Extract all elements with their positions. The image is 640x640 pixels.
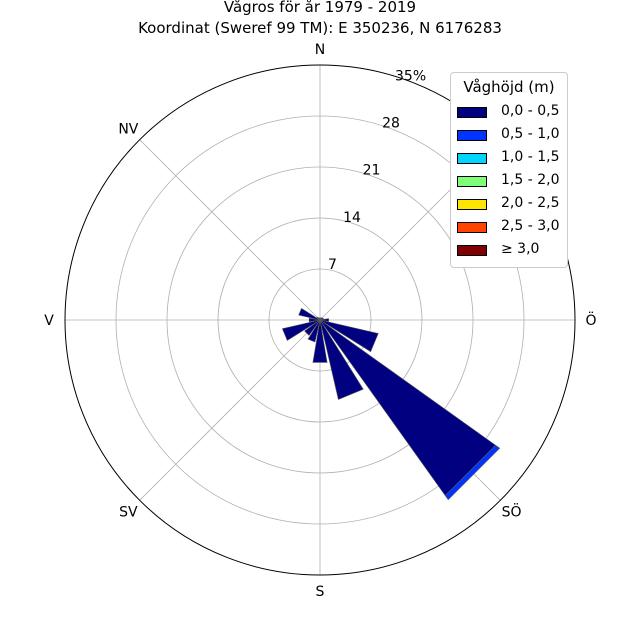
- radial-tick-labels: 7 14 21 28 35%: [328, 68, 426, 272]
- rose-bar: [298, 307, 321, 321]
- legend-label: 1,5 - 2,0: [501, 172, 560, 188]
- legend-title: Våghöjd (m): [463, 78, 555, 96]
- direction-label: V: [44, 313, 54, 329]
- direction-label: SÖ: [502, 503, 522, 521]
- radial-tick-label: 7: [328, 257, 337, 273]
- rose-bar: [444, 444, 501, 501]
- legend-label: 0,5 - 1,0: [501, 126, 560, 142]
- legend-label: 1,0 - 1,5: [501, 149, 560, 165]
- direction-label: Ö: [585, 311, 596, 329]
- grid-spoke: [139, 319, 321, 501]
- legend-swatch: [457, 130, 487, 141]
- chart-title: Vågros för år 1979 - 2019: [223, 0, 417, 16]
- legend: Våghöjd (m) 0,0 - 0,5 0,5 - 1,0 1,0 - 1,…: [450, 72, 568, 268]
- rose-bars: [281, 307, 501, 501]
- rose-bar: [312, 319, 328, 363]
- rose-bar: [319, 319, 497, 497]
- legend-label: 2,0 - 2,5: [501, 195, 560, 211]
- legend-label: 0,0 - 0,5: [501, 103, 560, 119]
- rose-bar: [281, 319, 321, 341]
- direction-label: S: [316, 584, 325, 600]
- legend-swatch: [457, 176, 487, 187]
- rose-bar: [319, 319, 364, 400]
- legend-swatch: [457, 199, 487, 210]
- legend-label: ≥ 3,0: [501, 241, 540, 257]
- legend-swatch: [457, 153, 487, 164]
- legend-swatch: [457, 107, 487, 118]
- legend-label: 2,5 - 3,0: [501, 218, 560, 234]
- rose-bar: [319, 319, 379, 353]
- rose-bar: [318, 317, 321, 321]
- radial-tick-label: 21: [363, 163, 381, 179]
- direction-label: NV: [118, 121, 138, 137]
- radial-tick-label: 28: [382, 116, 400, 132]
- outer-ring: [64, 64, 576, 576]
- radial-tick-label: 14: [343, 210, 361, 226]
- grid-spoke: [139, 139, 321, 321]
- rose-bar: [308, 317, 321, 323]
- rose-bar: [307, 319, 321, 343]
- chart-subtitle: Koordinat (Sweref 99 TM): E 350236, N 61…: [138, 19, 502, 37]
- radial-tick-label: 35%: [395, 68, 426, 84]
- legend-swatch: [457, 245, 487, 256]
- direction-label: SV: [119, 505, 138, 521]
- legend-swatch: [457, 222, 487, 233]
- direction-label: N: [315, 42, 325, 58]
- rose-bar: [304, 319, 321, 336]
